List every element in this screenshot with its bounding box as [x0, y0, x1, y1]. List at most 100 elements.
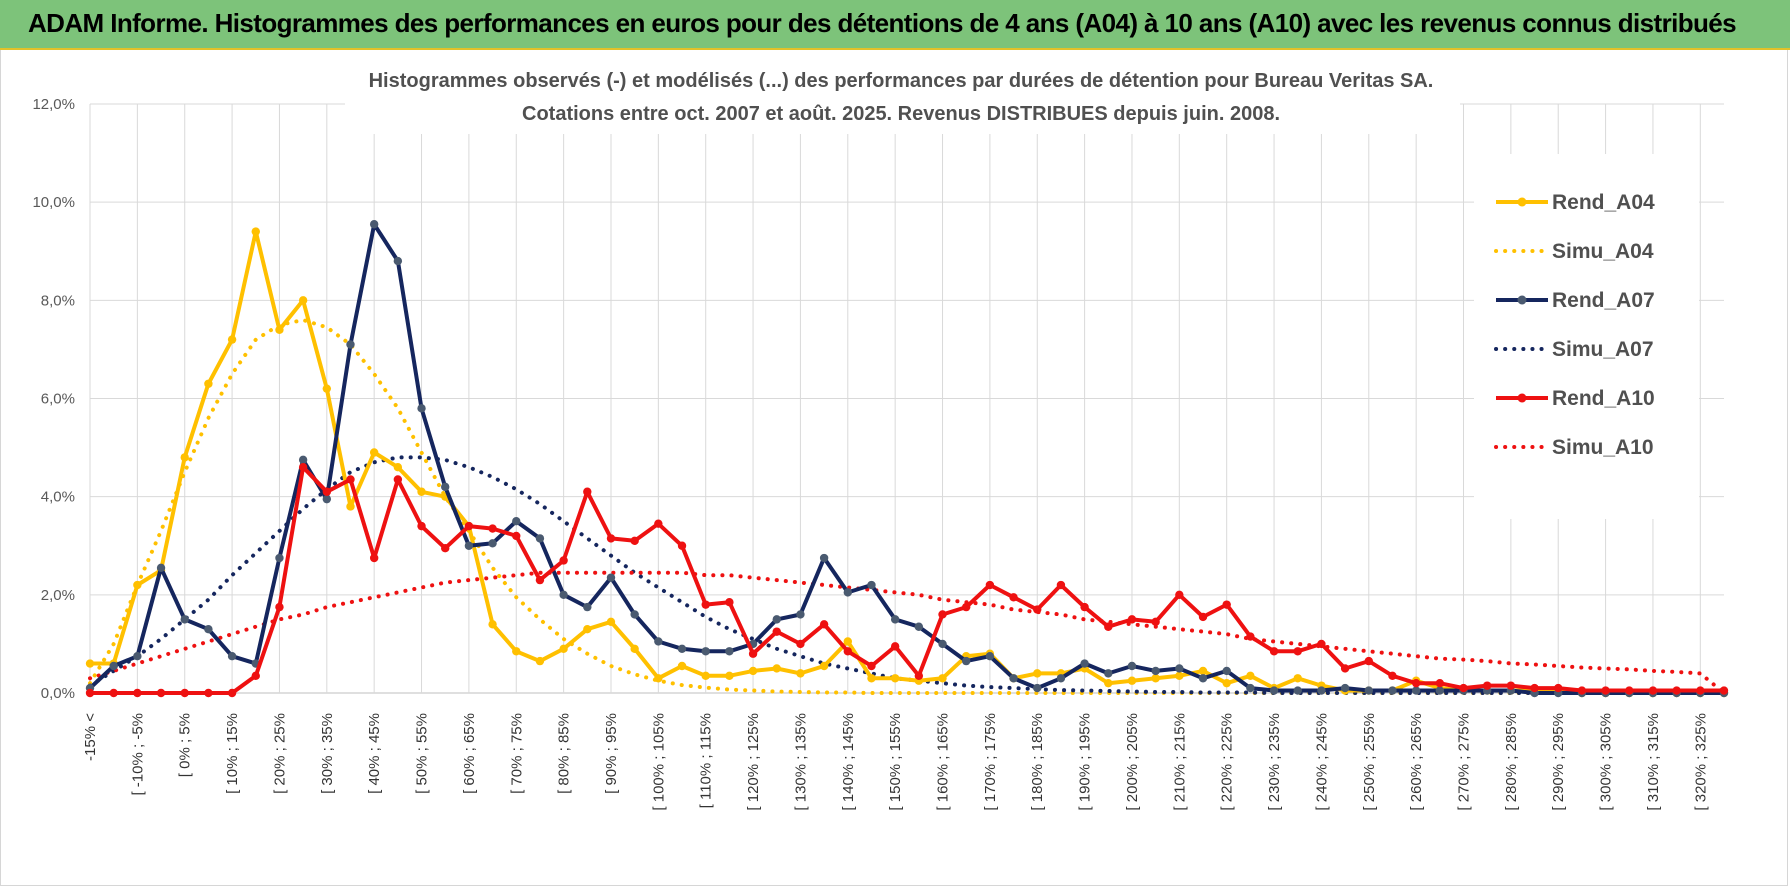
data-point	[488, 539, 497, 548]
data-point	[346, 502, 355, 511]
data-point	[1625, 686, 1634, 695]
data-point	[227, 688, 237, 698]
data-point	[559, 644, 568, 654]
data-point	[938, 639, 947, 649]
data-point	[630, 644, 639, 654]
x-tick-label: [ 50% ; 55%	[414, 713, 431, 794]
title-background	[345, 64, 1460, 134]
data-point	[1151, 666, 1160, 676]
data-point	[156, 563, 166, 573]
x-tick-label: [ 60% ; 65%	[461, 713, 478, 794]
data-point	[843, 647, 852, 656]
data-point	[1269, 686, 1279, 695]
data-point	[1388, 686, 1397, 695]
data-point	[156, 688, 166, 698]
data-point	[677, 644, 687, 654]
legend-label: Rend_A04	[1552, 191, 1655, 214]
data-point	[180, 615, 189, 624]
data-point	[1435, 686, 1445, 695]
data-point	[1554, 683, 1563, 693]
x-tick-label: [ 180% ; 185%	[1029, 713, 1046, 811]
data-point	[275, 602, 284, 612]
x-tick-label: [ 300% ; 305%	[1598, 713, 1615, 811]
x-tick-label: [ 280% ; 285%	[1503, 713, 1520, 811]
y-tick-label: 2,0%	[41, 587, 75, 604]
data-point	[1411, 678, 1421, 688]
data-point	[748, 649, 758, 658]
legend: Rend_A04 Simu_A04 Rend_A07 Simu_A07 Rend_A10…	[1494, 191, 1655, 459]
x-tick-label: [ 190% ; 195%	[1077, 713, 1094, 811]
data-point	[1317, 639, 1326, 649]
x-tick-label: [ 20% ; 25%	[271, 713, 288, 794]
data-point	[559, 556, 568, 565]
data-point	[677, 661, 687, 671]
data-point	[512, 517, 521, 526]
data-point	[1293, 674, 1302, 683]
data-point	[654, 674, 663, 683]
series-line	[88, 570, 1726, 695]
header-title: ADAM Informe. Histogrammes des performan…	[28, 8, 1737, 38]
x-tick-label: [ 210% ; 215%	[1171, 713, 1188, 811]
data-point	[985, 651, 995, 661]
data-point	[180, 688, 189, 698]
x-axis-ticks: -15% < [ -10% ; -5% [ 0% ; 5% [ 10% ; 15% [ …	[82, 713, 1709, 811]
data-point	[1293, 647, 1302, 656]
y-tick-label: 6,0%	[41, 391, 75, 408]
x-tick-label: [ 290% ; 295%	[1550, 713, 1567, 811]
legend-marker	[1517, 393, 1527, 403]
x-tick-label: [ 100% ; 105%	[650, 713, 667, 811]
data-point	[1175, 590, 1184, 600]
data-point	[606, 534, 616, 543]
data-point	[133, 651, 142, 661]
data-point	[417, 404, 426, 413]
data-point	[748, 666, 758, 676]
data-point	[796, 639, 805, 649]
legend-item: Simu_A07	[1494, 338, 1654, 361]
data-point	[1482, 681, 1492, 690]
data-point	[701, 647, 710, 656]
x-tick-label: [ 200% ; 205%	[1124, 713, 1141, 811]
data-point	[843, 588, 852, 597]
series-line	[88, 222, 1724, 695]
data-point	[1151, 674, 1160, 683]
data-point	[938, 674, 947, 683]
y-tick-label: 4,0%	[41, 489, 75, 506]
data-point	[488, 524, 497, 533]
data-point	[441, 544, 450, 553]
legend-item: Rend_A04	[1496, 191, 1655, 214]
data-point	[890, 642, 900, 651]
data-point	[1104, 669, 1113, 678]
data-point	[583, 487, 592, 496]
data-point	[985, 580, 995, 590]
x-tick-label: [ 30% ; 35%	[319, 713, 336, 794]
data-point	[1696, 686, 1705, 695]
data-point	[1719, 686, 1729, 695]
data-point	[1459, 683, 1468, 693]
data-point	[1388, 671, 1397, 681]
data-point	[204, 379, 213, 388]
data-point	[583, 624, 592, 634]
x-tick-label: -15% <	[82, 713, 99, 761]
data-point	[914, 671, 924, 681]
data-point	[180, 453, 189, 462]
data-point	[1104, 622, 1113, 631]
data-point	[298, 463, 308, 472]
legend-item: Simu_A04	[1494, 240, 1654, 263]
header-banner: ADAM Informe. Histogrammes des performan…	[0, 0, 1790, 50]
data-point	[133, 688, 142, 698]
chart: 0,0% 2,0% 4,0% 6,0% 8,0% 10,0% 12,0% -15% < [ -…	[32, 64, 1729, 811]
chart-subtitle: Cotations entre oct. 2007 et août. 2025.…	[522, 103, 1280, 125]
data-point	[1246, 632, 1255, 641]
y-tick-label: 8,0%	[41, 292, 75, 309]
data-point	[1577, 686, 1587, 695]
data-point	[630, 536, 639, 546]
data-point	[1364, 656, 1373, 666]
data-point	[322, 487, 332, 496]
data-point	[867, 661, 876, 671]
data-point	[1293, 686, 1302, 695]
data-point	[1056, 674, 1066, 683]
data-point	[1175, 664, 1184, 673]
data-point	[393, 463, 403, 472]
data-point	[1269, 647, 1279, 656]
data-point	[867, 580, 876, 590]
